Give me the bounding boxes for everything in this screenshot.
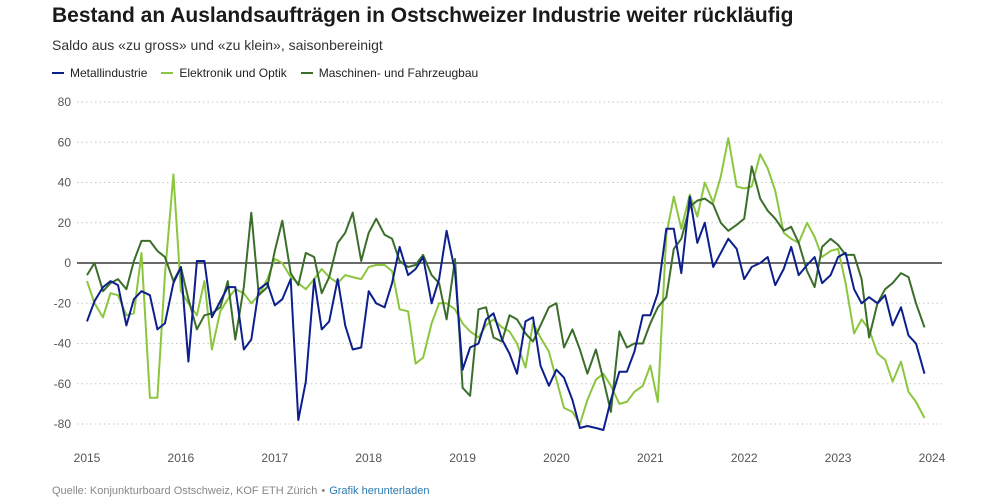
y-tick-label: 20 (58, 216, 72, 230)
footer: Quelle: Konjunkturboard Ostschweiz, KOF … (52, 485, 429, 497)
x-tick-label: 2023 (825, 451, 852, 465)
legend: Metallindustrie Elektronik und Optik Mas… (52, 66, 492, 80)
x-axis-labels: 2015 2016 2017 2018 2019 2020 2021 2022 2023 2024 (74, 451, 946, 465)
y-tick-label: -20 (54, 296, 72, 310)
source-text: Quelle: Konjunkturboard Ostschweiz, KOF … (52, 485, 318, 497)
grid-lines (77, 101, 942, 425)
chart-title: Bestand an Auslandsaufträgen in Ostschwe… (52, 4, 794, 27)
legend-item-maschinen: Maschinen- und Fahrzeugbau (300, 66, 479, 80)
y-tick-label: 40 (58, 176, 72, 190)
y-axis-labels: 80 60 40 20 0 -20 -40 -60 -80 (54, 95, 72, 431)
legend-label-elektronik: Elektronik und Optik (179, 66, 287, 80)
footer-separator: • (321, 485, 326, 497)
series-lines (86, 137, 926, 431)
legend-swatch-maschinen (300, 72, 313, 74)
y-tick-label: 0 (64, 256, 71, 270)
x-tick-label: 2015 (74, 451, 101, 465)
x-tick-label: 2017 (261, 451, 288, 465)
download-chart-link[interactable]: Grafik herunterladen (329, 485, 430, 497)
y-tick-label: -60 (54, 377, 72, 391)
y-tick-label: -40 (54, 337, 72, 351)
x-tick-label: 2022 (731, 451, 758, 465)
series-line-metallindustrie (86, 195, 926, 431)
legend-item-elektronik: Elektronik und Optik (161, 66, 287, 80)
legend-swatch-metallindustrie (52, 72, 64, 74)
legend-label-metallindustrie: Metallindustrie (70, 66, 148, 80)
series-line-maschinen (86, 165, 926, 413)
legend-item-metallindustrie: Metallindustrie (52, 66, 147, 80)
series-line-elektronik (86, 137, 926, 425)
x-tick-label: 2016 (168, 451, 195, 465)
x-tick-label: 2020 (543, 451, 570, 465)
y-tick-label: 60 (58, 135, 72, 149)
x-tick-label: 2018 (355, 451, 382, 465)
y-tick-label: 80 (58, 95, 72, 109)
x-tick-label: 2024 (919, 451, 946, 465)
legend-label-maschinen: Maschinen- und Fahrzeugbau (318, 66, 479, 80)
y-tick-label: -80 (54, 417, 72, 431)
legend-swatch-elektronik (161, 72, 174, 74)
x-tick-label: 2019 (449, 451, 476, 465)
chart-subtitle: Saldo aus «zu gross» und «zu klein», sai… (52, 37, 383, 53)
x-tick-label: 2021 (637, 451, 664, 465)
